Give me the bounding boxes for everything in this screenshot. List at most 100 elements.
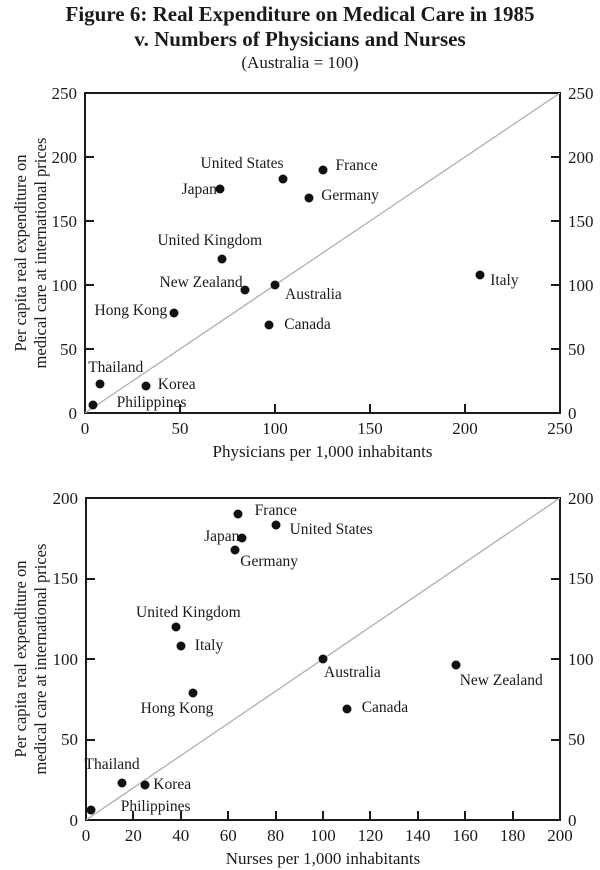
data-point-germany — [304, 193, 314, 203]
x-tick — [369, 811, 372, 820]
data-point-france — [233, 509, 243, 519]
y-tick-label-right: 150 — [568, 211, 594, 231]
x-tick — [274, 404, 276, 413]
y-tick-label-left: 250 — [51, 83, 78, 103]
point-label-korea: Korea — [153, 775, 192, 793]
x-tick-label: 60 — [219, 826, 237, 845]
data-point-korea — [141, 381, 151, 391]
data-point-thailand — [117, 778, 127, 788]
point-label-united-kingdom: United Kingdom — [157, 232, 263, 250]
point-label-thailand: Thailand — [84, 755, 140, 773]
x-tick — [464, 404, 466, 413]
x-tick — [511, 811, 514, 820]
y-tick-left — [85, 220, 94, 222]
data-point-italy — [475, 270, 485, 280]
x-tick-label: 250 — [547, 419, 573, 438]
y-tick-right — [551, 577, 560, 580]
point-label-thailand: Thailand — [88, 358, 144, 376]
y-tick-right — [551, 348, 560, 350]
data-point-philippines — [86, 805, 96, 815]
point-label-philippines: Philippines — [116, 394, 187, 412]
x-tick — [227, 811, 230, 820]
y-axis-title-line2: medical care at international prices — [31, 543, 50, 775]
point-label-korea: Korea — [157, 376, 196, 394]
x-tick-label: 40 — [172, 826, 190, 845]
y-tick-right — [551, 738, 560, 741]
point-label-canada: Canada — [284, 315, 331, 333]
y-tick-label-left: 0 — [69, 810, 79, 830]
x-tick — [416, 811, 419, 820]
x-tick-label: 200 — [547, 826, 573, 845]
data-point-united-states — [278, 174, 288, 184]
y-tick-label-right: 100 — [568, 649, 594, 669]
data-point-australia — [318, 654, 328, 664]
y-tick-right — [551, 658, 560, 660]
point-label-new-zealand: New Zealand — [159, 274, 243, 292]
y-tick-label-right: 0 — [568, 403, 577, 423]
point-label-hong-kong: Hong Kong — [140, 699, 214, 717]
x-tick — [132, 811, 135, 820]
y-tick-label-left: 100 — [51, 275, 78, 295]
x-tick-label: 180 — [499, 826, 526, 845]
y-tick-left — [86, 577, 95, 580]
data-point-canada — [342, 704, 352, 714]
equality-line-physicians — [85, 93, 560, 413]
x-tick-label: 100 — [310, 826, 336, 845]
y-tick-right — [551, 284, 560, 286]
point-label-japan: Japan — [181, 181, 217, 198]
x-tick-label: 120 — [357, 826, 384, 845]
data-point-thailand — [95, 379, 105, 389]
y-tick-label-right: 100 — [568, 275, 594, 295]
figure-title-line2: v. Numbers of Physicians and Nurses — [134, 27, 466, 51]
point-label-new-zealand: New Zealand — [459, 672, 543, 690]
y-axis-title-line1: Per capita real expenditure on — [11, 154, 30, 352]
figure-subtitle: (Australia = 100) — [241, 53, 359, 72]
plot-frame-physicians — [84, 92, 561, 414]
x-tick — [369, 404, 371, 413]
y-axis-title-nurses: Per capita real expenditure on medical ca… — [11, 469, 51, 849]
x-tick — [464, 811, 467, 820]
y-tick-label-left: 50 — [60, 339, 77, 359]
y-tick-label-left: 200 — [51, 147, 78, 167]
x-tick-label: 200 — [452, 419, 478, 438]
x-tick-label: 160 — [452, 826, 478, 845]
x-tick-label: 50 — [171, 419, 189, 438]
y-tick-left — [85, 348, 94, 350]
y-tick-label-left: 50 — [61, 730, 78, 749]
y-axis-title-line1: Per capita real expenditure on — [11, 560, 30, 758]
figure-title-line1: Figure 6: Real Expenditure on Medical Ca… — [65, 2, 535, 26]
y-axis-title-physicians: Per capita real expenditure on medical ca… — [11, 63, 51, 443]
y-tick-label-right: 200 — [568, 488, 594, 508]
data-point-united-kingdom — [217, 254, 227, 264]
x-tick — [322, 811, 324, 820]
data-point-japan — [215, 184, 225, 194]
point-label-france: France — [335, 156, 378, 174]
y-tick-label-right: 150 — [568, 569, 594, 588]
y-tick-label-right: 50 — [568, 339, 585, 359]
x-tick — [179, 811, 182, 820]
y-tick-label-right: 250 — [568, 83, 594, 103]
data-point-new-zealand — [240, 285, 250, 295]
x-tick-label: 0 — [80, 419, 90, 438]
data-point-germany — [230, 545, 240, 555]
data-point-united-kingdom — [171, 622, 181, 632]
y-axis-title-line2: medical care at international prices — [31, 137, 50, 369]
y-tick-left — [85, 156, 94, 158]
y-tick-label-left: 200 — [52, 488, 79, 508]
figure-title: Figure 6: Real Expenditure on Medical Ca… — [0, 2, 600, 52]
point-label-italy: Italy — [490, 271, 519, 289]
data-point-united-states — [271, 520, 281, 530]
y-tick-label-right: 50 — [568, 730, 585, 749]
x-tick-label: 0 — [81, 826, 91, 845]
y-tick-right — [551, 156, 560, 158]
x-tick-label: 150 — [357, 419, 383, 438]
y-tick-label-right: 0 — [568, 810, 577, 830]
x-axis-title-physicians: Physicians per 1,000 inhabitants — [212, 442, 433, 461]
data-point-canada — [264, 320, 274, 330]
point-label-hong-kong: Hong Kong — [94, 302, 168, 320]
data-point-philippines — [88, 400, 98, 410]
data-point-japan — [237, 533, 247, 543]
data-point-new-zealand — [451, 660, 461, 670]
point-label-australia: Australia — [324, 664, 381, 681]
